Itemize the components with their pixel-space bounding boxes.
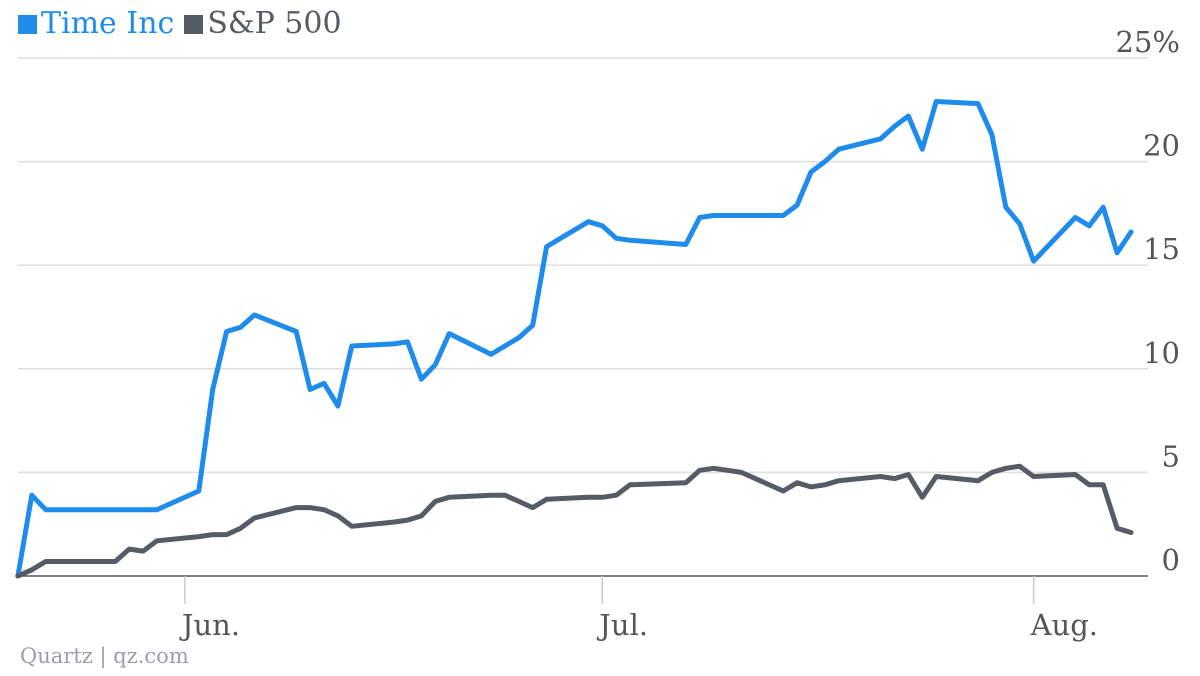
legend-label-time-inc: Time Inc — [41, 6, 175, 41]
x-tick-label-jun: Jun. — [179, 608, 240, 642]
x-tick-label-aug: Aug. — [1030, 608, 1098, 642]
legend-label-sp500: S&P 500 — [207, 6, 342, 41]
y-tick-label-15: 15 — [1143, 232, 1180, 266]
y-tick-label-25: 25% — [1116, 25, 1180, 59]
series-line-time-inc — [15, 99, 1134, 579]
y-tick-label-0: 0 — [1162, 543, 1180, 577]
x-tick-label-jul: Jul. — [596, 608, 648, 642]
axes: 0 5 10 15 20 25% Jun. Jul. Aug. — [18, 25, 1180, 642]
y-tick-label-20: 20 — [1143, 129, 1180, 163]
series-line-s-p-500 — [15, 463, 1134, 579]
legend: Time Inc S&P 500 — [18, 4, 352, 44]
y-tick-label-5: 5 — [1162, 439, 1180, 473]
series-lines — [15, 99, 1134, 579]
source-credit: Quartz | qz.com — [20, 644, 189, 668]
gridlines — [18, 57, 1148, 474]
legend-item-sp500: S&P 500 — [184, 4, 342, 44]
legend-swatch-time-inc — [18, 14, 37, 34]
legend-item-time-inc: Time Inc — [18, 4, 174, 44]
legend-swatch-sp500 — [184, 14, 204, 34]
y-tick-label-10: 10 — [1143, 336, 1180, 370]
